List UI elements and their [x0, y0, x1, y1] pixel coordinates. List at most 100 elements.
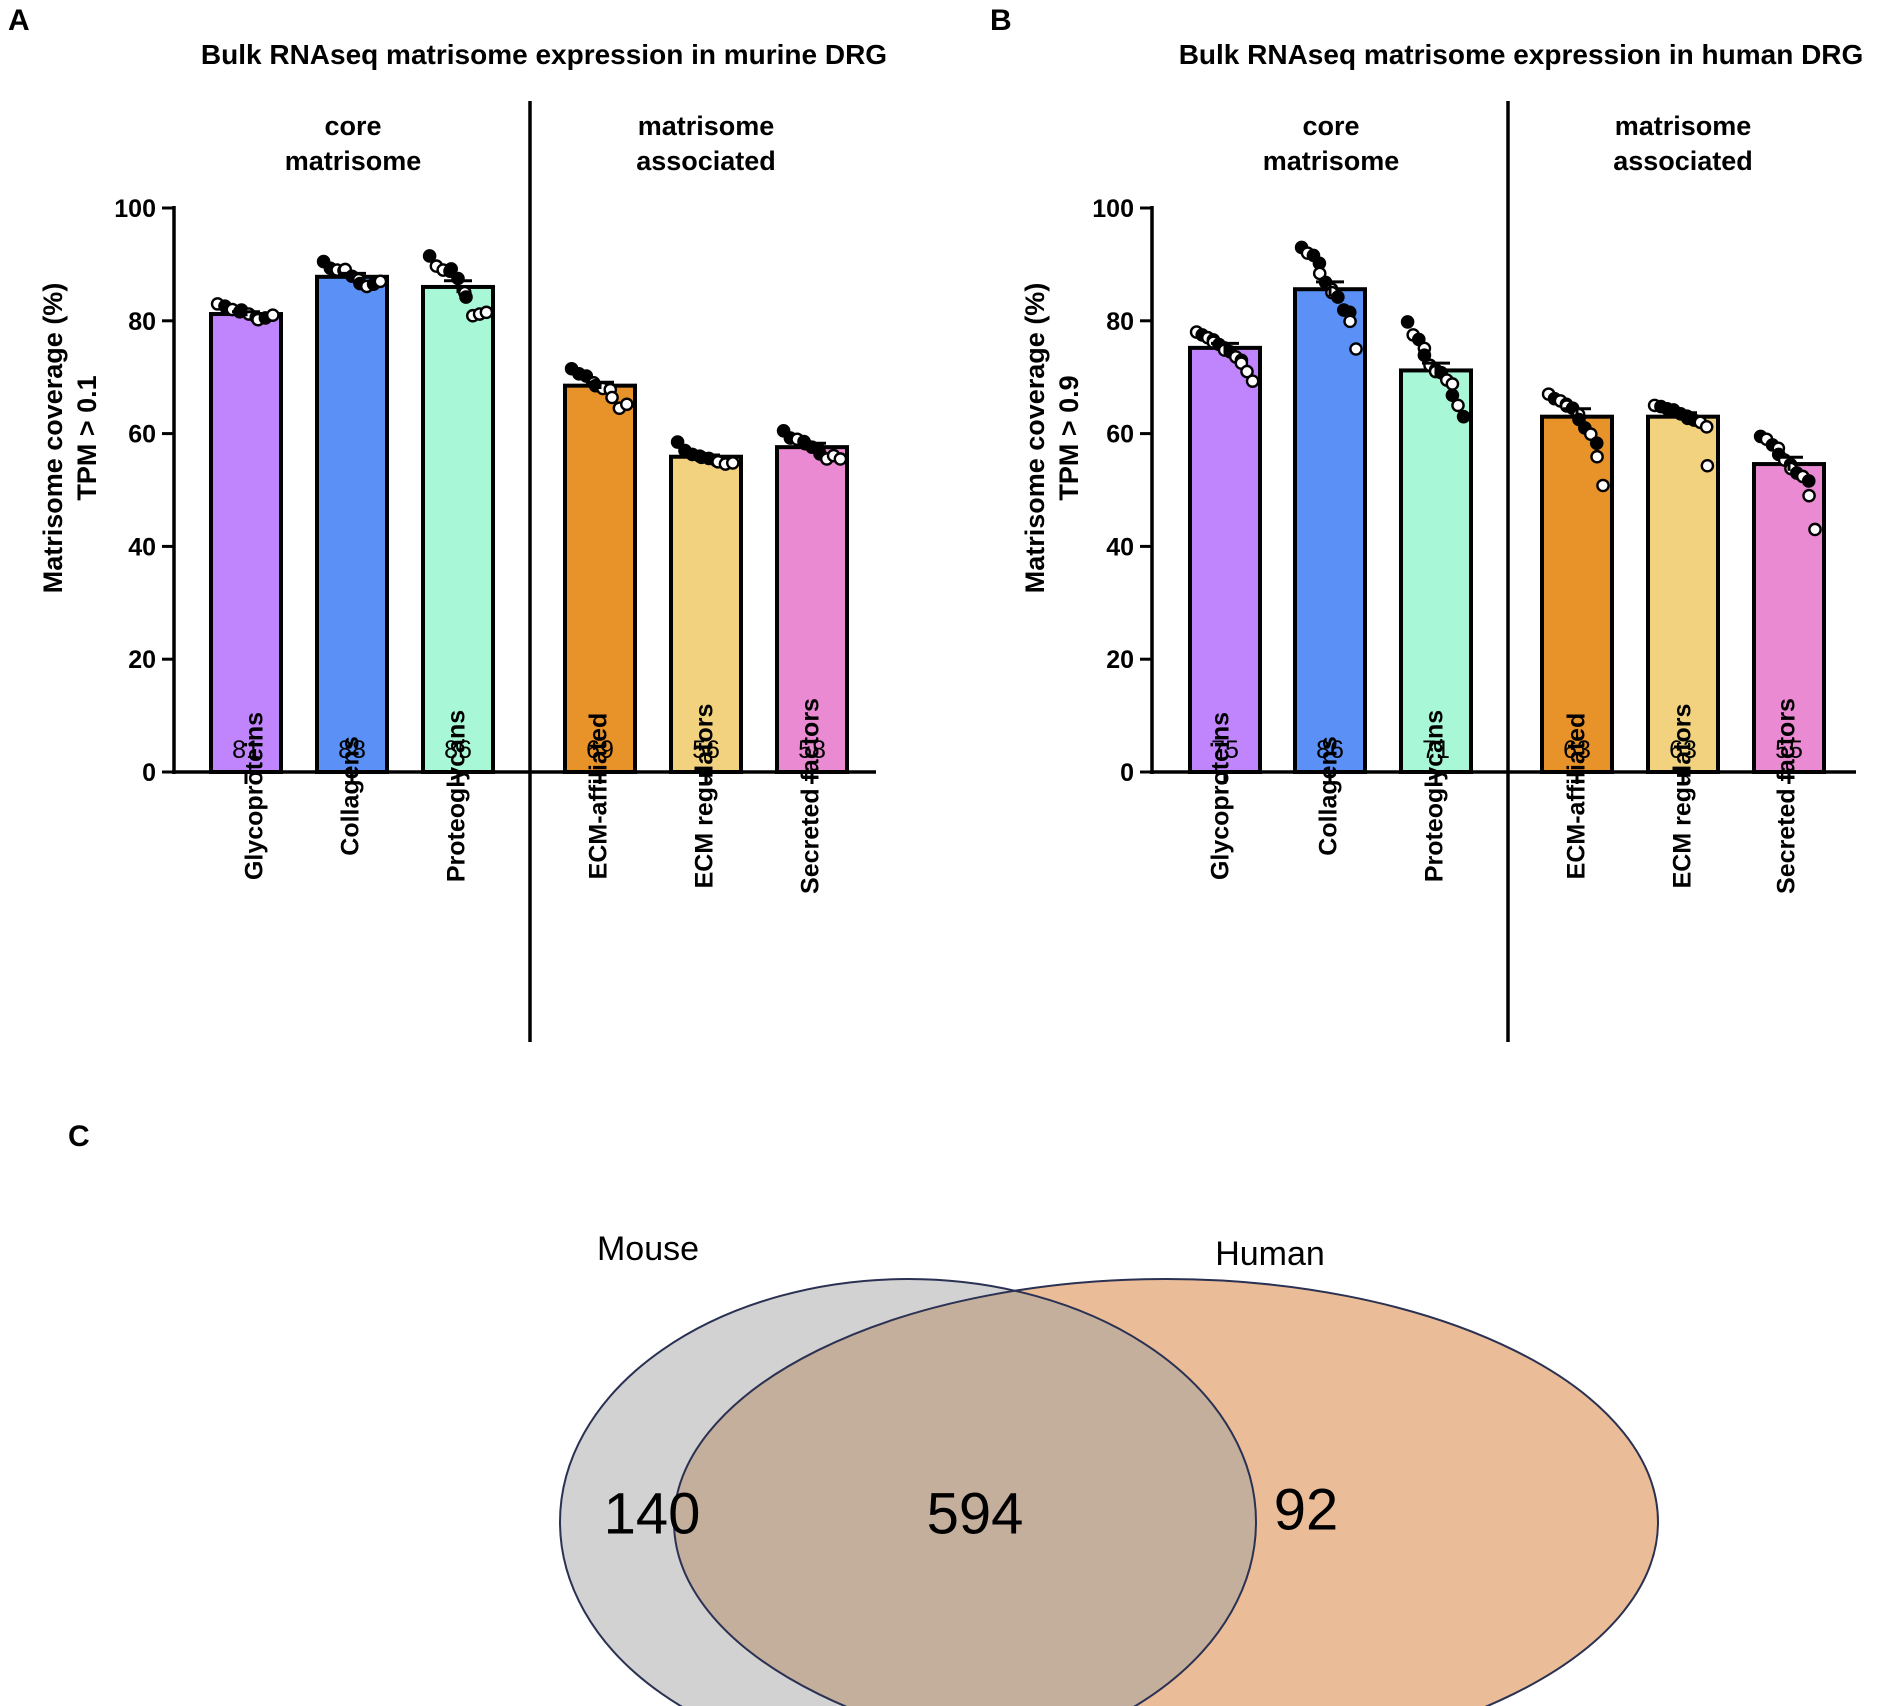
panel-a-group-core-line2: matrisome: [285, 146, 422, 176]
panel-a-data-point: [422, 249, 437, 263]
panel-b-ylabel-line2: TPM > 0.9: [1054, 375, 1084, 500]
panel-b-category-label: Proteoglycans: [1421, 710, 1449, 882]
panel-a-bar: [669, 454, 743, 774]
panel-a-group-core-line1: core: [324, 111, 381, 141]
panel-a-bar: [421, 284, 495, 774]
panel-a-y-tick-label: 80: [128, 308, 156, 336]
panel-b-data-point: [1445, 388, 1460, 403]
panel-a-data-point: [605, 390, 619, 405]
panel-b-group-assoc-line1: matrisome: [1615, 111, 1752, 141]
panel-a-group-assoc-line1: matrisome: [638, 111, 775, 141]
panel-a-bar: [563, 383, 637, 774]
panel-a-category-label: ECM regulators: [691, 704, 719, 889]
panel-b-data-point: [1584, 427, 1598, 441]
panel-a-value-label: 86: [444, 736, 472, 764]
panel-b-category-label: Glycoproteins: [1207, 712, 1235, 880]
panel-b-category-label: ECM-affiliated: [1563, 713, 1591, 880]
panel-a-value-label: 58: [798, 736, 826, 764]
panel-b-group-core-line1: core: [1302, 111, 1359, 141]
panel-a-category-label: Secreted factors: [797, 698, 825, 894]
panel-a-data-point: [833, 452, 848, 466]
panel-b-category-label: ECM regulators: [1669, 704, 1697, 889]
venn-set-a-outline: [559, 1278, 1257, 1706]
venn-set-b-name: Human: [1215, 1235, 1325, 1273]
venn-overlap-count: 594: [927, 1481, 1024, 1546]
panel-b-y-tick-label: 80: [1106, 308, 1134, 336]
panel-a-category-labels: Glycoproteins Collagens Proteoglycans EC…: [241, 698, 825, 894]
panel-a-data-point: [670, 435, 685, 449]
panel-a-data-point: [479, 305, 494, 320]
panel-b-bar: [1752, 462, 1826, 774]
panel-a-plot: 81 88 86 69 56 58 0 20 40 60 80 100: [114, 195, 876, 787]
panel-b-y-tick-label: 100: [1092, 195, 1134, 223]
panel-b-data-point: [1596, 478, 1610, 493]
panel-b-data-point: [1417, 348, 1432, 363]
panel-a-y-tick-label: 60: [128, 421, 156, 449]
panel-b-data-point: [1245, 374, 1260, 388]
panel-c-venn: C Mouse Human 140 594 92: [68, 1120, 1659, 1706]
panel-b-data-point: [1700, 458, 1715, 473]
panel-a-value-label: 69: [586, 736, 614, 764]
panel-b-y-tick-label: 20: [1106, 646, 1134, 674]
panel-b-value-label: 63: [1563, 736, 1591, 764]
venn-set-b-outline: [673, 1278, 1659, 1706]
panel-a-data-point: [459, 290, 473, 304]
panel-b-bar: [1188, 345, 1262, 774]
panel-a-group-assoc-line2: associated: [636, 146, 776, 176]
panel-b-category-labels: Glycoproteins Collagens Proteoglycans EC…: [1207, 698, 1801, 894]
panel-b-data-point: [1589, 436, 1604, 450]
panel-a-category-label: Collagens: [337, 736, 365, 855]
panel-a-value-label: 81: [232, 736, 260, 764]
panel-a-category-label: Proteoglycans: [443, 710, 471, 882]
panel-a: A Bulk RNAseq matrisome expression in mu…: [8, 4, 887, 1042]
panel-b-value-label: 71: [1422, 736, 1450, 764]
panel-b-value-label: 86: [1316, 736, 1344, 764]
panel-b-data-point: [1590, 449, 1604, 464]
panel-b-value-label: 63: [1669, 736, 1697, 764]
panel-b-group-core-line2: matrisome: [1263, 146, 1400, 176]
panel-a-value-label: 88: [338, 736, 366, 764]
panel-b-data-point: [1699, 420, 1714, 434]
panel-c-label: C: [68, 1120, 90, 1153]
venn-set-b-only-count: 92: [1274, 1477, 1339, 1542]
panel-a-label: A: [8, 4, 30, 37]
panel-b-value-label: 55: [1775, 736, 1803, 764]
panel-b-data-point: [1451, 398, 1465, 413]
panel-a-ylabel-line2: TPM > 0.1: [72, 375, 102, 500]
panel-a-bar: [315, 274, 389, 774]
panel-a-category-label: Glycoproteins: [241, 712, 269, 880]
panel-a-data-point: [265, 308, 280, 322]
panel-b-value-label: 75: [1211, 736, 1239, 764]
panel-b-group-assoc-line2: associated: [1613, 146, 1753, 176]
venn-overlap-region: [674, 1279, 1256, 1706]
panel-a-y-tick-label: 100: [114, 195, 156, 223]
panel-b-y-tick-label: 60: [1106, 421, 1134, 449]
panel-b-data-point: [1445, 377, 1460, 391]
panel-b-data-point: [1349, 342, 1363, 356]
panel-a-ylabel-line1: Matrisome coverage (%): [38, 283, 68, 594]
panel-a-data-point: [726, 456, 740, 470]
panel-a-data-point: [373, 274, 388, 289]
panel-a-bar: [209, 312, 283, 774]
panel-a-y-tick-label: 20: [128, 646, 156, 674]
panel-b-label: B: [990, 4, 1012, 37]
panel-a-y-tick-label: 40: [128, 533, 156, 561]
panel-b-y-tick-label: 40: [1106, 533, 1134, 561]
panel-b-data-point: [1312, 266, 1327, 281]
panel-b-data-point: [1456, 409, 1471, 424]
panel-a-value-label: 56: [692, 736, 720, 764]
venn-set-a-name: Mouse: [597, 1230, 699, 1268]
panel-a-category-label: ECM-affiliated: [585, 713, 613, 880]
panel-a-title: Bulk RNAseq matrisome expression in muri…: [201, 39, 887, 70]
panel-b-category-label: Secreted factors: [1773, 698, 1801, 894]
panel-b-y-tick-label: 0: [1120, 759, 1134, 787]
panel-b-ylabel-line1: Matrisome coverage (%): [1020, 283, 1050, 594]
panel-b-data-point: [1802, 488, 1816, 503]
panel-b-data-point: [1240, 364, 1254, 379]
panel-b-data-point: [1343, 314, 1357, 329]
panel-b: B Bulk RNAseq matrisome expression in hu…: [990, 4, 1863, 1042]
panel-a-data-point: [620, 397, 634, 412]
venn-set-a-only-count: 140: [604, 1481, 701, 1546]
panel-b-category-label: Collagens: [1315, 736, 1343, 855]
